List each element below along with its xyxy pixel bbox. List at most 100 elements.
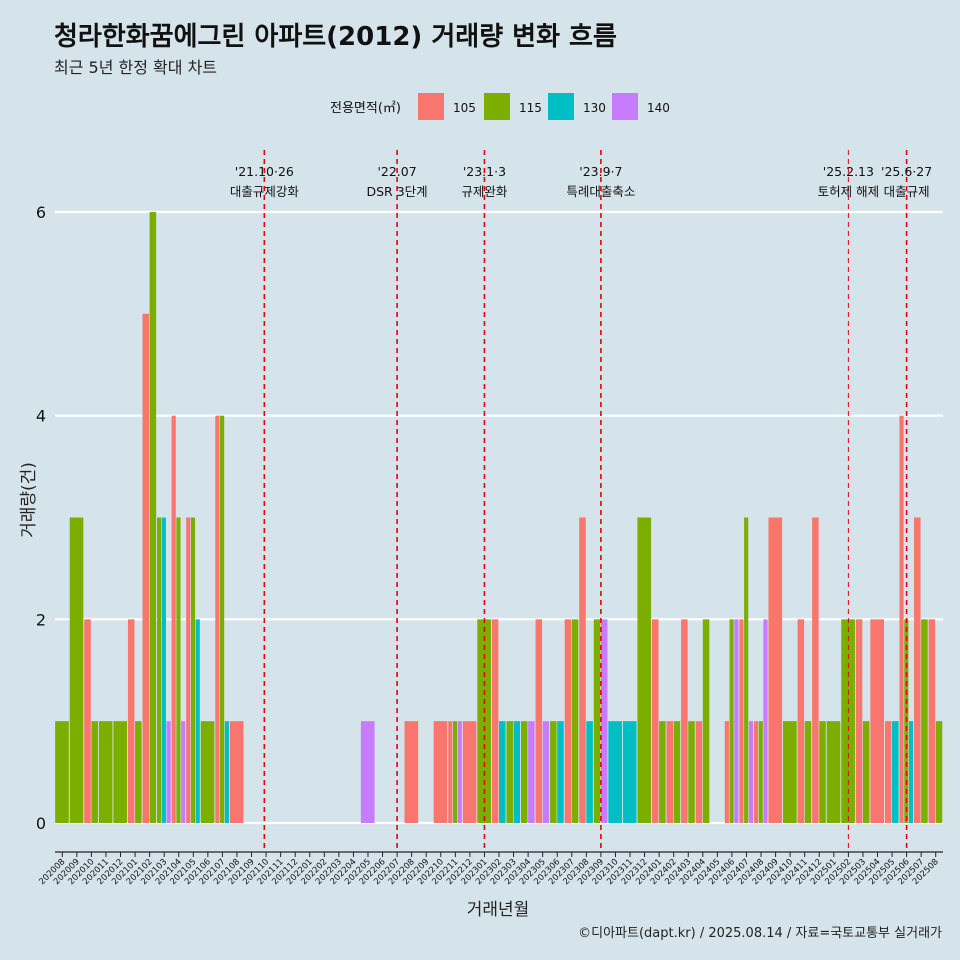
event-label: '22.07 [377,164,416,179]
bar [142,313,150,823]
bar [157,517,162,823]
legend-label: 140 [647,101,670,115]
y-tick-label: 2 [36,610,46,629]
legend-swatch [548,93,574,120]
event-label: '23.1·3 [463,164,506,179]
bar [161,517,166,823]
event-sublabel: 규제완화 [461,184,508,199]
bar [452,721,458,823]
bar [622,721,637,823]
bar [797,619,805,823]
bar [176,517,181,823]
bar [579,517,586,823]
bar [557,721,564,823]
bar [702,619,710,823]
bar [564,619,572,823]
bar [914,517,921,823]
bar [855,619,863,823]
bar [448,721,453,823]
event-sublabel: 특례대출축소 [566,184,635,199]
bar [928,619,936,823]
y-tick-label: 6 [36,203,46,222]
bar [681,619,688,823]
bar [360,721,375,823]
bar [55,721,69,823]
bar [195,619,200,823]
y-axis-title: 거래량(건) [19,462,39,538]
bar [499,721,506,823]
bar [127,619,135,823]
event-sublabel: 토허제 해제 [818,184,879,199]
legend-label: 115 [519,101,542,115]
bar [200,721,215,823]
event-sublabel: 대출규제강화 [230,184,300,199]
bar [528,721,535,823]
bar [935,721,943,823]
bar [166,721,171,823]
bar [637,517,652,823]
legend-label: 130 [583,101,606,115]
bar [695,721,703,823]
event-label: '25.6·27 [881,164,932,179]
legend-title: 전용면적(㎡) [330,101,401,116]
bar [659,721,666,823]
bar [404,721,419,823]
bar [433,721,448,823]
bar [763,619,768,823]
bar [535,619,543,823]
bar [550,721,557,823]
bar [870,619,885,823]
bar [804,721,812,823]
bar [600,619,608,823]
bar [462,721,477,823]
bar [593,619,601,823]
bar [812,517,819,823]
bar [69,517,84,823]
bar [171,415,176,823]
bar [744,517,749,823]
bar [862,721,870,823]
bar [91,721,98,823]
bar [651,619,659,823]
bar [571,619,579,823]
event-sublabel: 대출규제 [884,184,930,199]
bar [753,721,759,823]
bar [608,721,622,823]
bar [688,721,695,823]
bar [215,415,220,823]
bar [748,721,754,823]
x-axis-title: 거래년월 [467,900,530,920]
legend-label: 105 [453,101,476,115]
chart-subtitle: 최근 5년 한정 확대 차트 [54,58,218,77]
legend-swatch [418,93,444,120]
bar [734,619,739,823]
bar [724,721,729,823]
bar [220,415,225,823]
bar [673,721,681,823]
bar [908,721,914,823]
bar [739,619,744,823]
event-label: '25.2.13 [823,164,874,179]
bar [520,721,528,823]
bar [899,415,904,823]
bar [892,721,899,823]
bar [135,721,142,823]
bar [506,721,513,823]
bar [457,721,462,823]
bar [229,721,244,823]
event-sublabel: DSR 3단계 [367,184,428,199]
legend-swatch [612,93,638,120]
bar [186,517,191,823]
bar [542,721,550,823]
bar [149,212,157,823]
bar [586,721,593,823]
bar [729,619,734,823]
bar [98,721,113,823]
bar [921,619,928,823]
bar [84,619,91,823]
event-label: '21.10·26 [235,164,294,179]
y-tick-label: 0 [36,814,46,833]
bar [758,721,763,823]
